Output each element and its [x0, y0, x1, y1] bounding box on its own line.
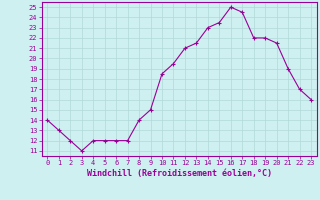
X-axis label: Windchill (Refroidissement éolien,°C): Windchill (Refroidissement éolien,°C)	[87, 169, 272, 178]
